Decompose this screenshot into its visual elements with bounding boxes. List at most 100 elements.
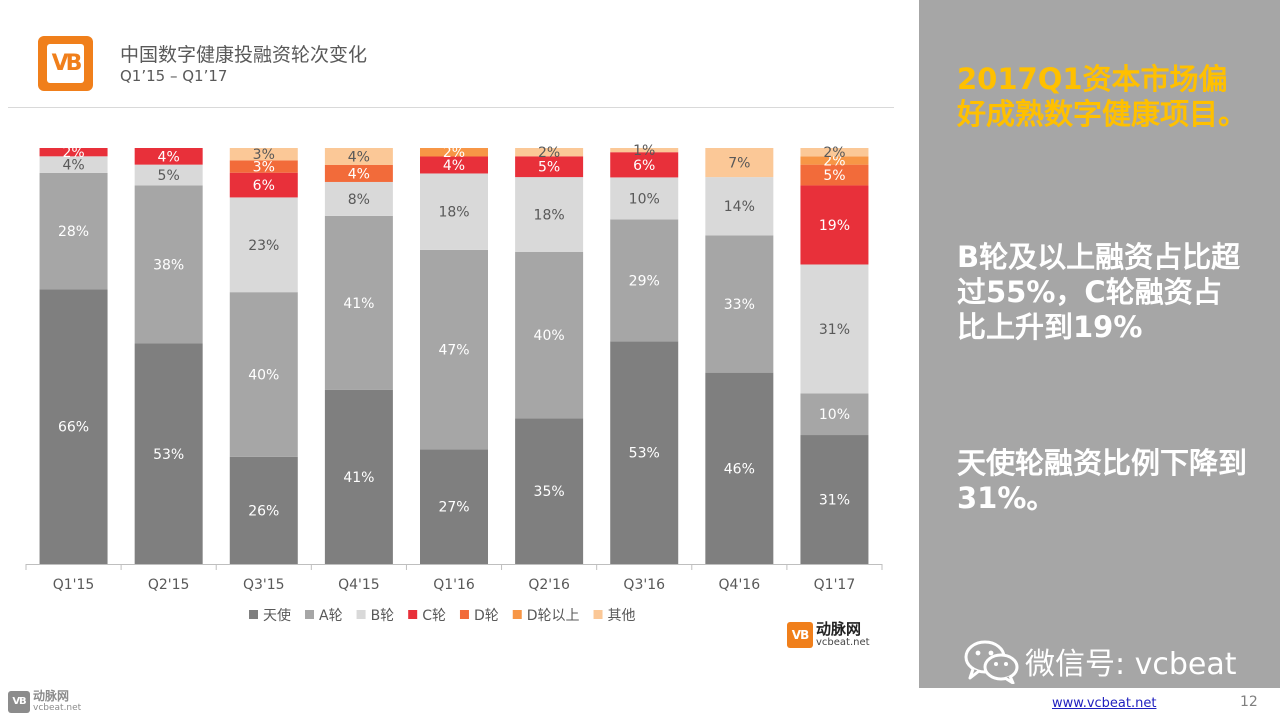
legend-label: 其他 xyxy=(608,608,636,624)
data-label: 26% xyxy=(248,503,279,519)
x-tick-label: Q3'16 xyxy=(623,577,665,593)
data-label: 6% xyxy=(633,158,655,174)
data-label: 46% xyxy=(724,461,755,477)
bar-segment xyxy=(420,249,488,450)
data-label: 4% xyxy=(62,158,84,174)
data-label: 53% xyxy=(629,446,660,462)
bar-segment xyxy=(515,156,584,178)
chart-subtitle: Q1’15 – Q1’17 xyxy=(120,67,228,85)
data-label: 4% xyxy=(158,149,180,165)
bar-segment xyxy=(420,173,488,250)
legend-swatch xyxy=(512,610,522,619)
x-tick-label: Q1'15 xyxy=(53,577,95,593)
legend-swatch xyxy=(408,610,418,619)
bar-segment xyxy=(420,156,488,174)
bar-segment xyxy=(39,156,108,173)
bar-segment xyxy=(229,172,298,198)
data-label: 66% xyxy=(58,420,89,436)
legend-label: 天使 xyxy=(263,607,291,624)
x-tick-label: Q1'16 xyxy=(433,577,475,593)
bar-segment xyxy=(420,148,488,157)
x-tick-label: Q1'17 xyxy=(814,577,856,593)
data-label: 14% xyxy=(724,199,755,215)
footer-brand-mark: VB xyxy=(8,690,30,713)
data-label: 40% xyxy=(248,368,279,384)
wechat-icon xyxy=(964,640,1019,684)
legend-swatch xyxy=(593,610,603,619)
bar-segment xyxy=(229,456,298,564)
bar-segment xyxy=(705,372,774,564)
bar-segment xyxy=(800,435,869,564)
legend-swatch xyxy=(459,610,469,619)
bar-segment xyxy=(705,177,774,236)
legend-label: A轮 xyxy=(319,608,343,624)
x-tick-label: Q2'15 xyxy=(148,577,190,593)
bar-segment xyxy=(800,393,869,436)
bar-segment xyxy=(705,148,774,178)
data-label: 5% xyxy=(538,160,560,176)
logo-mark: VB xyxy=(47,44,84,83)
bar-segment xyxy=(800,164,869,186)
footer-link[interactable]: www.vcbeat.net xyxy=(1052,696,1157,711)
bar-segment xyxy=(324,389,393,564)
wechat-id: 微信号: vcbeat xyxy=(1025,647,1237,682)
data-label: 4% xyxy=(443,158,465,174)
bar-segment xyxy=(610,219,679,342)
bar-segment xyxy=(39,148,108,157)
data-label: 29% xyxy=(629,273,660,289)
bar-segment xyxy=(324,164,393,182)
page-number: 12 xyxy=(1240,694,1258,710)
bar-segment xyxy=(705,235,774,373)
data-label: 5% xyxy=(823,168,845,184)
legend-label: C轮 xyxy=(422,608,446,624)
data-label: 18% xyxy=(438,205,469,221)
legend-label: D轮 xyxy=(474,608,499,624)
bar-segment xyxy=(134,185,203,344)
data-label: 3% xyxy=(253,160,275,176)
data-label: 2% xyxy=(823,153,845,169)
legend-label: B轮 xyxy=(371,608,395,624)
bar-segment xyxy=(229,197,298,293)
bar-segment xyxy=(134,148,203,165)
data-label: 47% xyxy=(438,343,469,359)
data-label: 31% xyxy=(819,493,850,509)
data-label: 41% xyxy=(343,296,374,312)
legend-swatch xyxy=(305,610,314,619)
data-label: 4% xyxy=(348,149,370,165)
footer-brand-name: 动脉网 xyxy=(33,689,70,703)
vcbeat-logo: VB xyxy=(38,36,93,91)
bar-segment xyxy=(229,160,298,173)
bar-segment xyxy=(134,343,203,564)
data-label: 41% xyxy=(343,470,374,486)
insight-highlight: 2017Q1资本市场偏好成熟数字健康项目。 xyxy=(957,62,1248,131)
bar-segment xyxy=(800,156,869,165)
data-label: 27% xyxy=(438,500,469,516)
data-label: 2% xyxy=(538,145,560,161)
x-tick-label: Q4'15 xyxy=(338,577,380,593)
bar-segment xyxy=(610,148,679,153)
bar-segment xyxy=(39,172,108,290)
legend-swatch xyxy=(249,610,258,619)
bar-segment xyxy=(134,164,203,186)
bar-segment xyxy=(610,152,679,178)
title-divider xyxy=(8,107,894,108)
insight-b-round-share: B轮及以上融资占比超过55%，C轮融资占比上升到19% xyxy=(957,240,1241,344)
bar-segment xyxy=(324,215,393,390)
chart-brand-watermark: VB 动脉网 vcbeat.net xyxy=(787,621,870,649)
data-label: 33% xyxy=(724,297,755,313)
data-label: 2% xyxy=(62,145,84,161)
data-label: 18% xyxy=(534,208,565,224)
data-label: 6% xyxy=(253,178,275,194)
x-tick-label: Q2'16 xyxy=(528,577,570,593)
bar-segment xyxy=(800,148,869,157)
data-label: 40% xyxy=(534,328,565,344)
bar-segment xyxy=(324,148,393,165)
legend-swatch xyxy=(356,610,366,619)
footer-brand: VB 动脉网 vcbeat.net xyxy=(8,690,81,713)
bar-segment xyxy=(610,341,679,564)
footer-brand-domain: vcbeat.net xyxy=(33,703,82,713)
wechat-account: 微信号: vcbeat xyxy=(963,638,1237,684)
bar-segment xyxy=(610,177,679,220)
data-label: 10% xyxy=(819,407,850,423)
bar-segment xyxy=(324,181,393,216)
